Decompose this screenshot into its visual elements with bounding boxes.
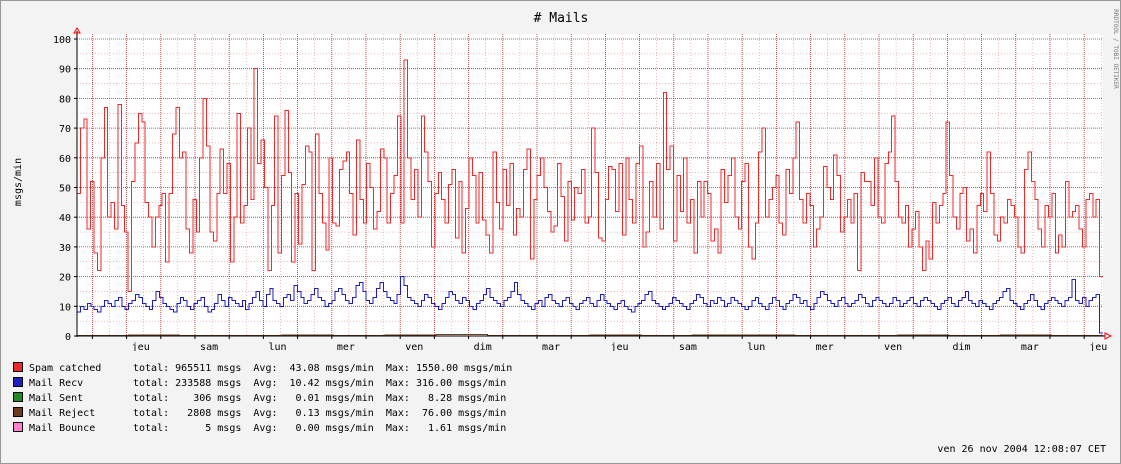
y-tick-label: 80 xyxy=(59,94,71,105)
y-tick-label: 10 xyxy=(59,302,71,313)
legend-stats: total: 306 msgs Avg: 0.01 msgs/min Max: … xyxy=(133,393,507,404)
legend-item: Spam catched total: 965511 msgs Avg: 43.0… xyxy=(13,361,512,376)
mails-chart: # Mails msgs/min RRDTOOL / TOBI OETIKER … xyxy=(13,9,1119,351)
x-tick-label: sam xyxy=(679,342,697,351)
legend-item: Mail Sent total: 306 msgs Avg: 0.01 msgs/… xyxy=(13,391,506,406)
y-tick-label: 70 xyxy=(59,124,71,135)
legend-series-name: Mail Recv xyxy=(29,378,84,389)
y-axis-arrow xyxy=(73,27,81,34)
axes xyxy=(73,27,1113,340)
legend-swatch xyxy=(13,422,23,432)
x-tick-label: jeu xyxy=(1089,342,1107,351)
x-tick-label: mer xyxy=(337,342,355,351)
legend-item: Mail Bounce total: 5 msgs Avg: 0.00 msgs/… xyxy=(13,421,506,436)
x-axis-arrow xyxy=(1104,332,1113,340)
legend-stats: total: 965511 msgs Avg: 43.08 msgs/min M… xyxy=(133,363,513,374)
grid xyxy=(74,34,1103,339)
legend-swatch xyxy=(13,362,23,372)
legend-swatch xyxy=(13,407,23,417)
legend-series-name: Mail Sent xyxy=(29,393,84,404)
y-tick-label: 100 xyxy=(53,35,71,46)
x-tick-label: ven xyxy=(884,342,902,351)
y-tick-label: 40 xyxy=(59,213,71,224)
y-axis-label: msgs/min xyxy=(13,158,24,206)
y-tick-label: 50 xyxy=(59,184,71,195)
x-tick-labels: jeu sam lun mer ven dim mar jeu sam lun mer ven dim m… xyxy=(132,342,1108,351)
y-tick-label: 30 xyxy=(59,243,71,254)
rrdtool-credit: RRDTOOL / TOBI OETIKER xyxy=(1112,9,1119,89)
y-tick-label: 20 xyxy=(59,273,71,284)
x-tick-label: ven xyxy=(405,342,423,351)
x-tick-label: dim xyxy=(474,342,492,351)
series-mail-recv-line xyxy=(77,276,1103,334)
x-tick-label: lun xyxy=(268,342,286,351)
x-tick-label: sam xyxy=(200,342,218,351)
x-tick-label: dim xyxy=(952,342,970,351)
legend-swatch xyxy=(13,377,23,387)
plot-area xyxy=(77,34,1103,336)
legend-series-name: Mail Reject xyxy=(29,408,96,419)
chart-title: # Mails xyxy=(534,11,589,26)
legend-series-name: Spam catched xyxy=(29,363,102,374)
x-tick-label: mar xyxy=(1021,342,1039,351)
legend-swatch xyxy=(13,392,23,402)
legend-stats: total: 233588 msgs Avg: 10.42 msgs/min M… xyxy=(133,378,507,389)
y-tick-label: 0 xyxy=(65,332,71,343)
legend-stats: total: 5 msgs Avg: 0.00 msgs/min Max: 1.… xyxy=(133,423,507,434)
series-spam-catched-line xyxy=(77,59,1103,292)
legend-item: Mail Reject total: 2808 msgs Avg: 0.13 ms… xyxy=(13,406,506,421)
legend-stats: total: 2808 msgs Avg: 0.13 msgs/min Max:… xyxy=(133,408,507,419)
y-tick-label: 90 xyxy=(59,65,71,76)
y-tick-labels: 0 10 20 30 40 50 60 70 80 90 100 xyxy=(53,35,71,343)
y-tick-label: 60 xyxy=(59,154,71,165)
legend-item: Mail Recv total: 233588 msgs Avg: 10.42 m… xyxy=(13,376,506,391)
x-tick-label: mer xyxy=(816,342,834,351)
x-tick-label: jeu xyxy=(132,342,150,351)
legend-series-name: Mail Bounce xyxy=(29,423,96,434)
timestamp: ven 26 nov 2004 12:08:07 CET xyxy=(937,444,1106,455)
x-tick-label: jeu xyxy=(610,342,628,351)
x-tick-label: lun xyxy=(747,342,765,351)
x-tick-label: mar xyxy=(542,342,560,351)
